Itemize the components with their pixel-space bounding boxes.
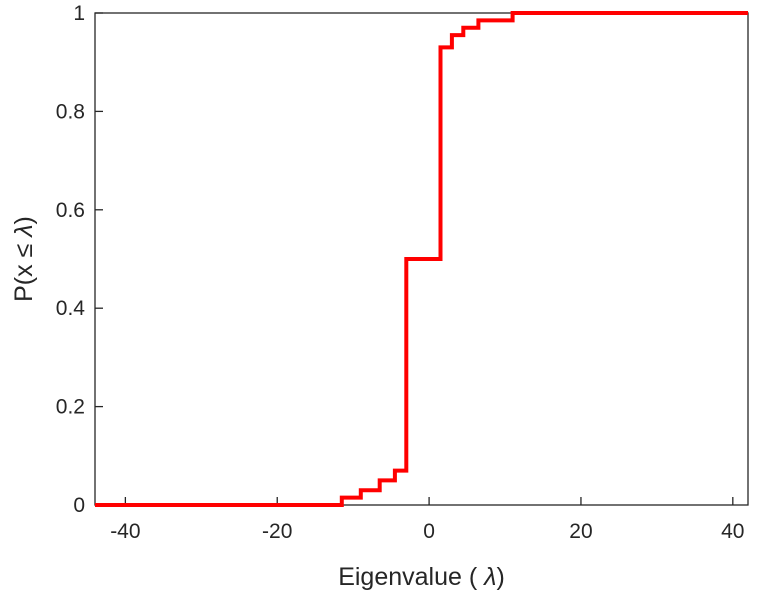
y-tick-label: 0.6: [56, 199, 85, 222]
y-tick-label: 0.4: [56, 297, 86, 320]
x-tick-label: -40: [110, 520, 140, 543]
label-layer: Eigenvalue ( λ) P(x ≤ λ): [10, 216, 505, 591]
x-tick-label: 20: [569, 520, 592, 543]
x-tick-label: -20: [262, 520, 292, 543]
x-tick-label: 40: [721, 520, 744, 543]
y-tick-label: 0: [73, 494, 85, 517]
y-tick-label: 0.8: [56, 100, 85, 123]
x-axis-label-lambda: λ: [482, 563, 496, 591]
ecdf-line: [95, 11, 748, 507]
axes-box: [94, 12, 749, 506]
x-axis-label-text: Eigenvalue (: [338, 563, 484, 591]
x-tick-label: 0: [423, 520, 435, 543]
x-axis-label: Eigenvalue ( λ): [338, 563, 505, 591]
y-axis-label-text: P(x: [10, 257, 38, 301]
y-tick-label: 1: [73, 2, 85, 25]
y-tick-label: 0.2: [56, 396, 85, 419]
x-axis-label-close: ): [496, 563, 504, 591]
data-layer: [95, 11, 748, 507]
y-axis-label: P(x ≤ λ): [10, 216, 38, 302]
y-axis-label-lambda: ≤ λ: [10, 224, 38, 257]
axes-layer: -40 -20 0 20 40 0 0.2 0.4 0.6 0.8 1: [56, 2, 749, 543]
y-axis-label-close: ): [10, 216, 38, 224]
